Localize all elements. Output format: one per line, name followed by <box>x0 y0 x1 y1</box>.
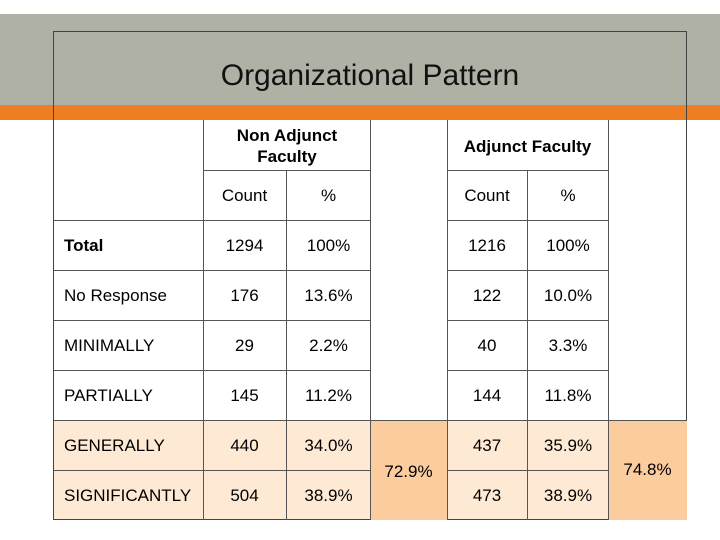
combined-adjunct-cell <box>608 421 687 520</box>
table-cell: 13.6% <box>304 286 353 305</box>
header-non-adjunct: Non Adjunct Faculty <box>236 126 338 166</box>
accent-band <box>0 105 720 120</box>
table-cell: 122 <box>472 286 502 305</box>
table-cell: 100% <box>306 236 351 255</box>
grid-line <box>527 170 528 520</box>
table-cell: 38.9% <box>304 486 353 505</box>
slide-title: Organizational Pattern <box>220 59 520 92</box>
table-cell: 1294 <box>225 236 264 255</box>
table-cell: 34.0% <box>304 436 353 455</box>
title-band <box>0 14 720 105</box>
table-cell: 38.9% <box>543 486 593 505</box>
table-cell: 440 <box>230 436 259 455</box>
grid-line <box>608 120 609 520</box>
table-cell: 11.2% <box>305 386 352 405</box>
row-label: Total <box>64 236 104 255</box>
table-cell: 2.2% <box>309 336 348 355</box>
combined-adjunct-value: 74.8% <box>623 459 672 479</box>
grid-line <box>54 270 370 271</box>
subheader-non-adjunct-count: Count <box>221 186 268 205</box>
combined-non-adjunct-cell <box>370 421 447 520</box>
row-label: GENERALLY <box>64 436 165 455</box>
grid-line <box>447 120 448 520</box>
table-cell: 473 <box>472 486 502 505</box>
subheader-non-adjunct-percent: % <box>320 186 337 205</box>
table-cell: 35.9% <box>543 436 593 455</box>
combined-non-adjunct-value: 72.9% <box>384 461 433 481</box>
table-cell: 29 <box>235 336 254 355</box>
table-cell: 100% <box>546 236 590 255</box>
table-cell: 1216 <box>468 236 506 255</box>
grid-line <box>203 120 204 520</box>
grid-line <box>54 470 370 471</box>
row-label: PARTIALLY <box>64 386 153 405</box>
grid-line <box>54 220 370 221</box>
table-cell: 11.8% <box>544 386 592 405</box>
table-cell: 504 <box>230 486 259 505</box>
grid-line <box>370 120 371 520</box>
table-cell: 145 <box>230 386 259 405</box>
row-label: SIGNIFICANTLY <box>64 486 192 505</box>
grid-line <box>286 170 287 520</box>
subheader-adjunct-percent: % <box>560 186 576 205</box>
grid-line <box>54 370 370 371</box>
table-cell: 144 <box>472 386 502 405</box>
header-adjunct: Adjunct Faculty <box>463 136 592 156</box>
table-cell: 176 <box>230 286 259 305</box>
table-cell: 10.0% <box>543 286 593 305</box>
row-label: No Response <box>64 286 168 305</box>
table-cell: 3.3% <box>548 336 588 355</box>
row-label: MINIMALLY <box>64 336 155 355</box>
subheader-adjunct-count: Count <box>464 186 510 205</box>
table-cell: 40 <box>477 336 497 355</box>
grid-line <box>54 320 370 321</box>
table-cell: 437 <box>472 436 502 455</box>
